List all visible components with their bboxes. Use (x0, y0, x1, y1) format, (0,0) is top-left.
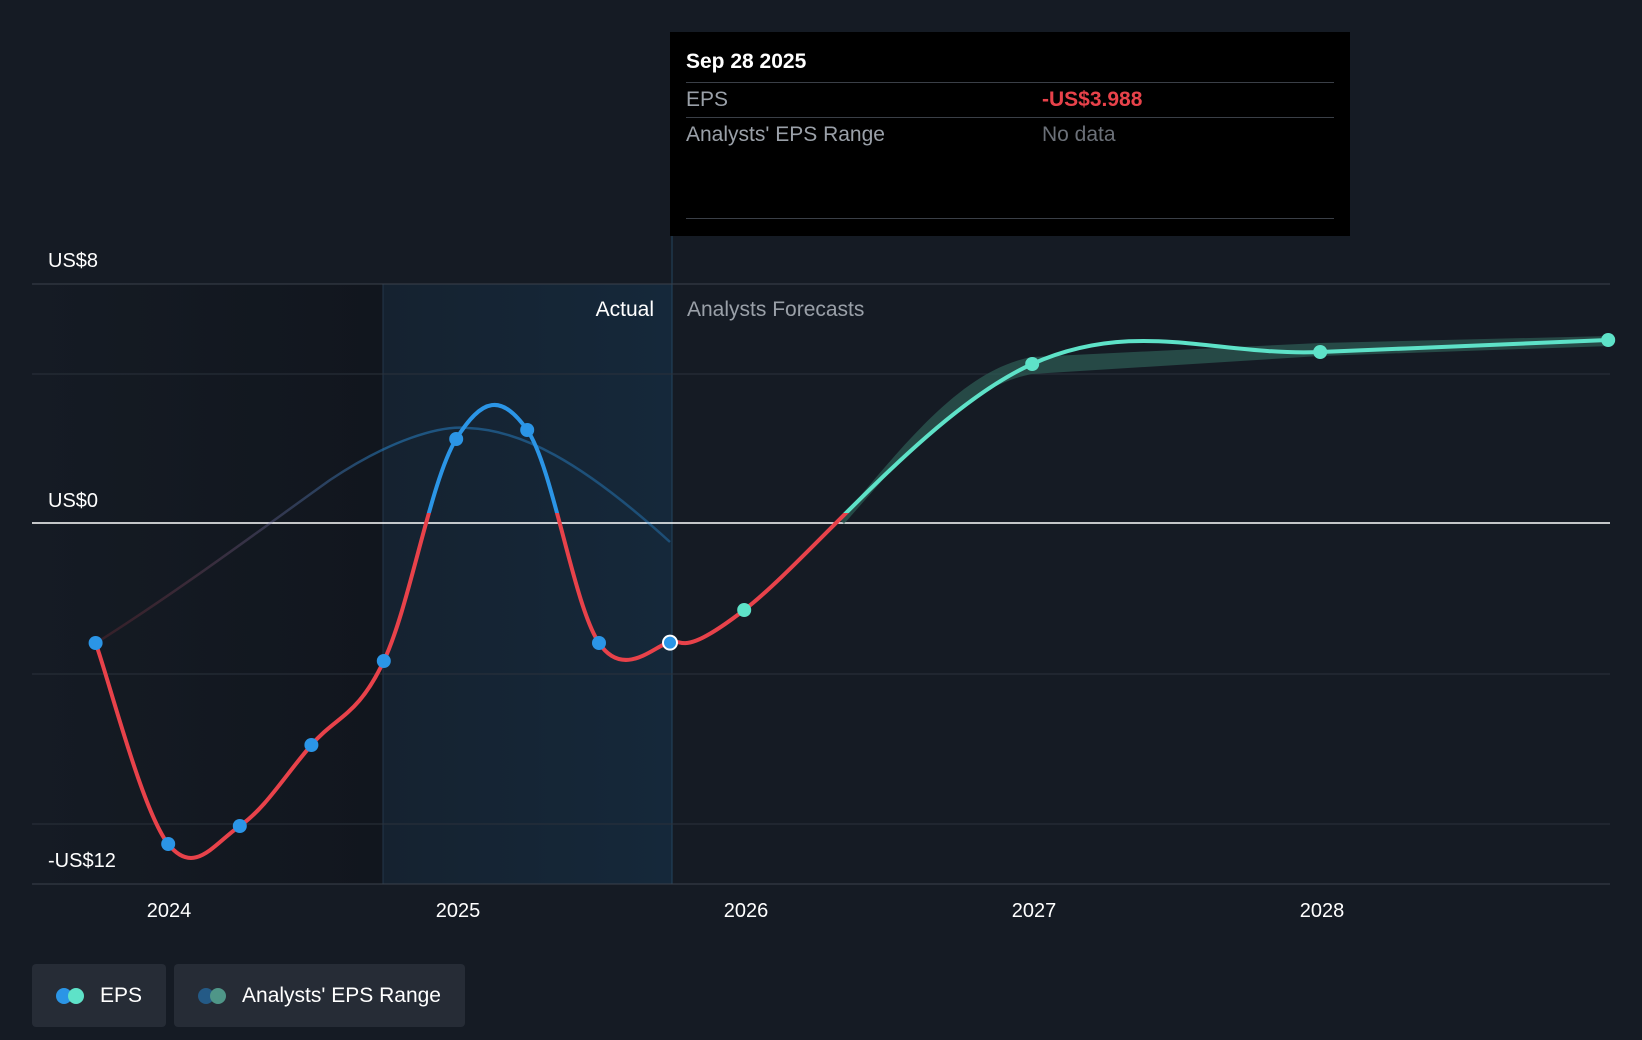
eps-actual-point[interactable] (592, 636, 606, 650)
x-tick-label: 2026 (724, 900, 769, 922)
eps-current-point[interactable] (662, 634, 678, 651)
eps-actual-line (93, 402, 672, 860)
eps-range-legend-icon (198, 987, 228, 1004)
tooltip-date: Sep 28 2025 (686, 46, 1334, 83)
tooltip-divider (686, 218, 1334, 219)
y-tick-label: -US$12 (48, 850, 116, 872)
eps-legend-icon (56, 987, 86, 1004)
eps-prior-year-shadow-line (95, 426, 671, 645)
eps-actual-point[interactable] (161, 837, 176, 851)
tooltip-label: Analysts' EPS Range (686, 123, 885, 146)
past-region (32, 284, 383, 884)
data-tooltip: Sep 28 2025 EPS -US$3.988 Analysts' EPS … (670, 32, 1350, 236)
tooltip-label: EPS (686, 88, 729, 111)
eps-actual-point[interactable] (88, 636, 103, 650)
eps-forecast-line (668, 338, 1611, 646)
eps-actual-point[interactable] (304, 738, 319, 752)
eps-actual-point[interactable] (449, 432, 464, 446)
eps-forecast-point[interactable] (1025, 357, 1040, 371)
x-tick-label: 2025 (436, 900, 481, 922)
tooltip-range-value: No data (1042, 123, 1116, 146)
x-tick-label: 2028 (1300, 900, 1345, 922)
x-tick-label: 2024 (147, 900, 192, 922)
legend-item-eps[interactable]: EPS (32, 964, 167, 1027)
eps-actual-point[interactable] (232, 819, 247, 833)
y-tick-label: US$8 (48, 250, 98, 272)
eps-actual-point[interactable] (376, 654, 391, 668)
analysts-eps-range-band (840, 336, 1610, 524)
actual-region-highlight (383, 284, 672, 884)
x-tick-label: 2027 (1012, 900, 1057, 922)
eps-forecast-point[interactable] (737, 603, 752, 617)
actual-region-label: Actual (596, 298, 654, 321)
eps-forecast-point[interactable] (1313, 345, 1328, 359)
eps-actual-point[interactable] (520, 423, 535, 437)
legend-item-eps-range[interactable]: Analysts' EPS Range (174, 964, 465, 1027)
chart-legend: EPS Analysts' EPS Range (32, 964, 465, 1027)
y-tick-label: US$0 (48, 490, 98, 512)
eps-forecast-point[interactable] (1601, 333, 1616, 347)
legend-label: EPS (100, 983, 143, 1007)
tooltip-row-range: Analysts' EPS Range No data (686, 118, 1334, 152)
forecast-region-label: Analysts Forecasts (687, 298, 864, 321)
tooltip-eps-value: -US$3.988 (1042, 88, 1143, 111)
legend-label: Analysts' EPS Range (242, 983, 441, 1007)
tooltip-row-eps: EPS -US$3.988 (686, 83, 1334, 118)
